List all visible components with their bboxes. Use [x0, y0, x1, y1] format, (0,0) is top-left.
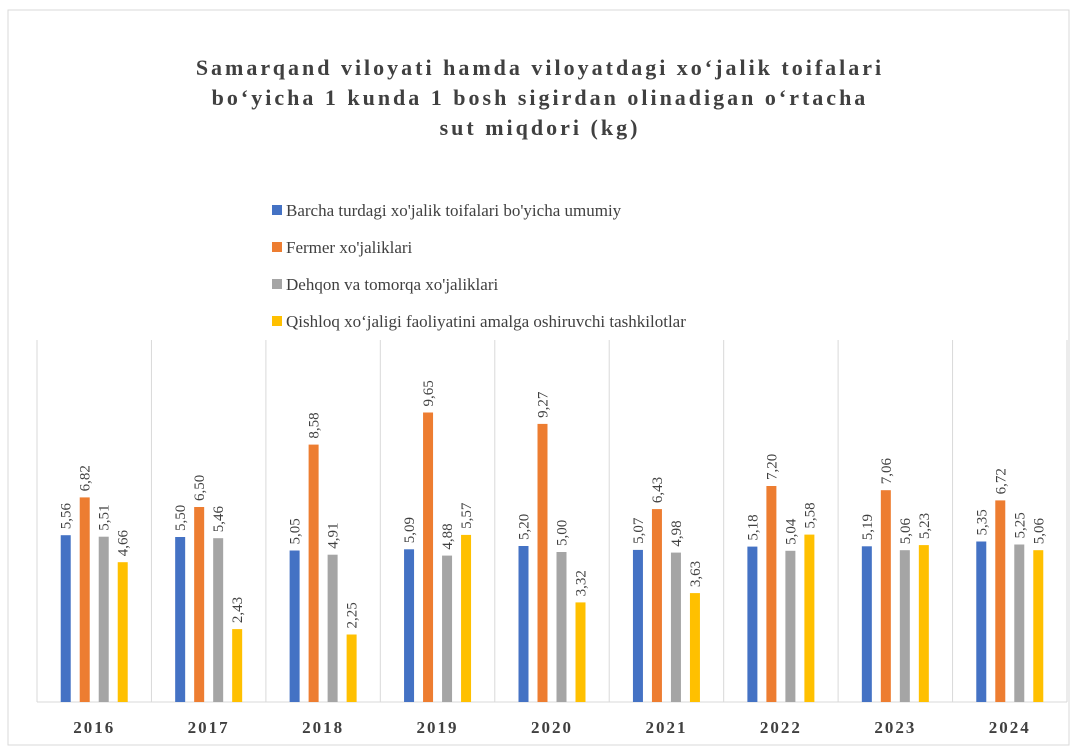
x-tick-label: 2020 [531, 718, 573, 737]
data-label: 5,58 [802, 502, 818, 528]
bar [880, 490, 891, 702]
bar [308, 444, 319, 702]
data-label: 5,06 [898, 517, 914, 544]
data-label: 8,58 [307, 412, 323, 438]
legend-swatch [272, 242, 282, 252]
data-label: 5,06 [1031, 517, 1047, 544]
bar [232, 629, 243, 702]
bar [670, 552, 681, 702]
bar [785, 550, 796, 702]
data-label: 5,07 [631, 517, 647, 544]
data-label: 3,63 [688, 561, 704, 587]
bar [346, 634, 357, 702]
bar [747, 546, 758, 702]
chart-title: bo‘yicha 1 kunda 1 bosh sigirdan olinadi… [212, 85, 869, 110]
x-tick-label: 2023 [874, 718, 916, 737]
bar [98, 536, 109, 702]
data-label: 5,46 [211, 505, 227, 532]
data-label: 5,05 [288, 518, 304, 544]
data-label: 7,06 [879, 457, 895, 484]
bar [327, 554, 338, 702]
bar [804, 534, 815, 702]
bar [976, 541, 987, 702]
bar [1033, 550, 1044, 702]
chart-title: sut miqdori (kg) [440, 115, 641, 140]
bar [423, 412, 434, 702]
bar [194, 507, 205, 702]
bar [461, 534, 472, 702]
bar [175, 537, 186, 702]
data-label: 5,25 [1012, 512, 1028, 538]
bar [575, 602, 586, 702]
data-label: 5,50 [173, 505, 189, 531]
data-label: 5,51 [97, 504, 113, 530]
bar [1014, 544, 1025, 702]
bar [213, 538, 224, 702]
data-label: 5,20 [517, 514, 533, 540]
data-label: 7,20 [764, 454, 780, 480]
bar [766, 486, 777, 702]
legend-label: Barcha turdagi xo'jalik toifalari bo'yic… [286, 201, 622, 220]
data-label: 6,72 [993, 468, 1009, 494]
data-label: 6,82 [78, 465, 94, 491]
data-label: 5,23 [917, 513, 933, 539]
bar [861, 546, 872, 702]
legend-swatch [272, 316, 282, 326]
data-label: 4,66 [116, 529, 132, 556]
bar [651, 509, 662, 702]
data-label: 5,56 [59, 502, 75, 529]
data-label: 6,43 [650, 477, 666, 503]
data-label: 3,32 [574, 570, 590, 596]
data-label: 4,91 [326, 522, 342, 548]
bar [404, 549, 415, 702]
data-label: 9,65 [421, 380, 437, 406]
x-tick-label: 2016 [73, 718, 115, 737]
legend-label: Qishloq xo‘jaligi faoliyatini amalga osh… [286, 312, 686, 331]
bar [689, 593, 700, 702]
x-tick-label: 2017 [188, 718, 230, 737]
data-label: 5,35 [974, 509, 990, 535]
data-label: 5,18 [745, 514, 761, 540]
bar [79, 497, 90, 702]
bar [518, 546, 529, 702]
legend-label: Dehqon va tomorqa xo'jaliklari [286, 275, 498, 294]
bar [556, 552, 567, 702]
bar [60, 535, 71, 702]
data-label: 5,09 [402, 517, 418, 543]
legend-swatch [272, 279, 282, 289]
chart-title: Samarqand viloyati hamda viloyatdagi xo‘… [196, 55, 884, 80]
data-label: 6,50 [192, 475, 208, 501]
bar [117, 562, 128, 702]
data-label: 5,00 [555, 520, 571, 546]
bar [899, 550, 910, 702]
legend-swatch [272, 205, 282, 215]
data-label: 5,04 [783, 518, 799, 545]
data-label: 4,98 [669, 520, 685, 546]
bar [918, 545, 929, 702]
x-tick-label: 2018 [302, 718, 344, 737]
bar [289, 550, 300, 702]
x-tick-label: 2022 [760, 718, 802, 737]
bar [995, 500, 1006, 702]
bar [537, 423, 548, 702]
data-label: 4,88 [440, 523, 456, 549]
legend-label: Fermer xo'jaliklari [286, 238, 413, 257]
bar [442, 555, 453, 702]
data-label: 9,27 [536, 391, 552, 418]
data-label: 2,43 [230, 597, 246, 623]
data-label: 5,19 [860, 514, 876, 540]
data-label: 2,25 [345, 602, 361, 628]
data-label: 5,57 [459, 502, 475, 529]
x-tick-label: 2021 [645, 718, 687, 737]
x-tick-label: 2019 [417, 718, 459, 737]
bar [632, 549, 643, 702]
x-tick-label: 2024 [989, 718, 1031, 737]
